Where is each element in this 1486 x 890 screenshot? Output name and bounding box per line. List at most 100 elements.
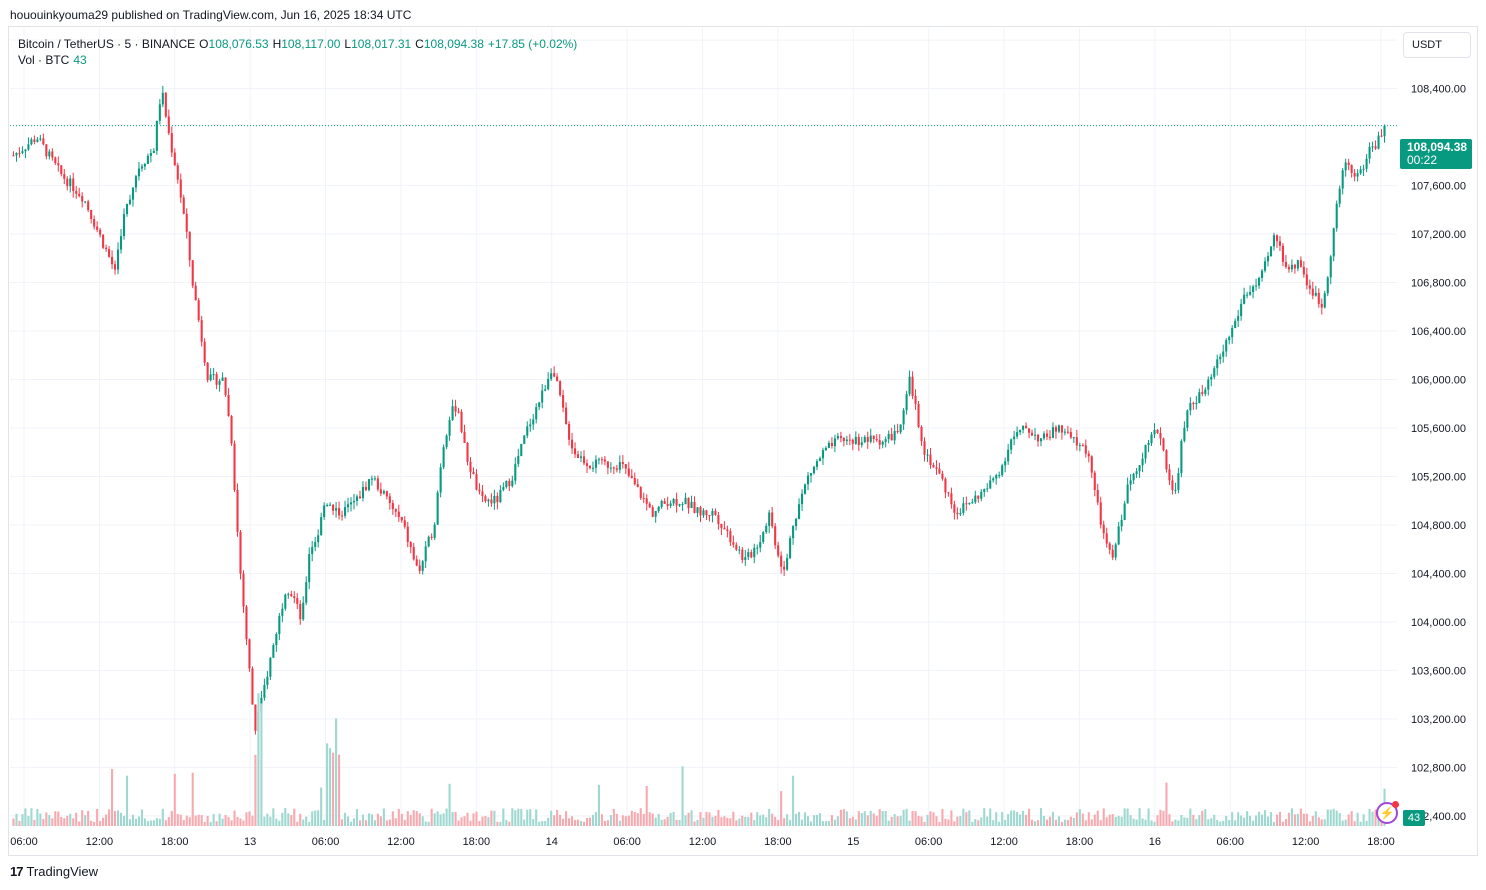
candle-body — [99, 229, 102, 235]
volume-bar — [729, 818, 732, 826]
x-tick-label: 12:00 — [86, 836, 114, 848]
volume-bar — [1317, 817, 1320, 826]
candle-body — [744, 557, 747, 561]
candle-body — [296, 598, 299, 604]
volume-bar — [630, 810, 633, 826]
volume-bar — [161, 808, 164, 826]
volume-bar — [173, 773, 176, 826]
volume-bar — [956, 816, 959, 826]
volume-bar — [642, 813, 645, 826]
candle-body — [726, 529, 729, 532]
legend-open-value: 108,076.53 — [208, 37, 269, 51]
volume-bar — [1013, 810, 1016, 826]
volume-bar — [690, 810, 693, 826]
y-tick-label: 107,200.00 — [1411, 229, 1466, 241]
candle-body — [102, 234, 105, 248]
volume-bar — [544, 821, 547, 826]
candle-body — [111, 256, 114, 265]
candle-body — [654, 511, 657, 517]
volume-bar — [1004, 819, 1007, 826]
volume-bar — [1063, 819, 1066, 826]
candle-body — [221, 377, 224, 381]
volume-bar — [615, 813, 618, 826]
volume-bar — [314, 810, 317, 826]
volume-bar — [134, 818, 138, 826]
volume-bar — [920, 816, 923, 826]
candle-body — [854, 436, 857, 444]
volume-bar — [950, 810, 953, 826]
volume-bar — [1287, 812, 1290, 826]
candle-body — [1344, 162, 1347, 171]
volume-bar — [612, 808, 615, 826]
candle-body — [723, 527, 726, 530]
volume-bar — [394, 818, 397, 826]
candle-body — [358, 496, 362, 499]
candle-body — [51, 151, 54, 158]
volume-bar — [1302, 813, 1305, 826]
candle-body — [69, 178, 72, 187]
candle-body — [116, 249, 120, 270]
candle-body — [403, 520, 406, 527]
volume-bar — [445, 808, 448, 826]
volume-bar — [636, 813, 639, 826]
volume-bar — [355, 809, 359, 826]
volume-bar — [48, 815, 51, 826]
volume-bar — [645, 786, 648, 826]
volume-bar — [1258, 811, 1261, 826]
volume-bar — [869, 810, 872, 826]
legend-volume-label[interactable]: Vol · BTC — [18, 53, 70, 67]
volume-bar — [45, 812, 48, 826]
lightning-icon[interactable]: ⚡ — [1376, 801, 1399, 824]
candle-body — [1374, 146, 1377, 149]
candle-body — [720, 523, 723, 528]
candle-body — [1102, 524, 1105, 534]
candle-body — [1338, 188, 1341, 204]
volume-bar — [959, 816, 962, 826]
volume-bar — [1320, 819, 1323, 826]
candle-body — [789, 538, 792, 559]
candle-body — [1039, 438, 1043, 442]
candle-body — [890, 433, 893, 441]
tradingview-brand[interactable]: 17 TradingView — [10, 864, 98, 879]
y-tick-label: 102,800.00 — [1411, 762, 1466, 774]
candle-body — [914, 396, 917, 404]
volume-bar — [651, 813, 654, 826]
candle-body — [15, 152, 18, 156]
volume-bar — [418, 813, 421, 826]
volume-bar — [430, 808, 433, 826]
candle-body — [579, 456, 583, 458]
volume-bar — [18, 820, 21, 826]
candle-body — [502, 487, 505, 490]
candle-body — [1010, 439, 1013, 450]
volume-bar — [992, 820, 995, 826]
chart-frame[interactable] — [8, 26, 1478, 856]
candle-body — [935, 467, 938, 469]
candle-body — [227, 395, 230, 417]
candle-body — [600, 459, 603, 461]
volume-bar — [1186, 817, 1189, 826]
candle-body — [242, 573, 245, 607]
volume-bar — [833, 819, 836, 826]
candle-body — [571, 439, 574, 449]
volume-bar — [224, 815, 227, 826]
volume-bar — [367, 813, 370, 826]
volume-bar — [326, 743, 329, 826]
volume-bar — [335, 718, 338, 826]
volume-bar — [809, 821, 813, 826]
candle-body — [299, 603, 302, 620]
volume-bar — [388, 819, 391, 826]
volume-bar — [872, 813, 875, 826]
candle-body — [801, 493, 804, 505]
volume-bar — [233, 810, 236, 826]
legend-symbol[interactable]: Bitcoin / TetherUS · 5 · BINANCE — [18, 37, 196, 51]
currency-selector[interactable]: USDT — [1403, 32, 1471, 58]
candle-body — [965, 503, 968, 505]
volume-bar — [1243, 817, 1246, 826]
volume-bar — [965, 812, 968, 826]
volume-bar — [114, 810, 117, 826]
legend-high-value: 108,117.00 — [281, 37, 341, 51]
candle-body — [418, 565, 421, 571]
volume-bar — [1180, 814, 1183, 826]
candle-body — [562, 395, 565, 408]
